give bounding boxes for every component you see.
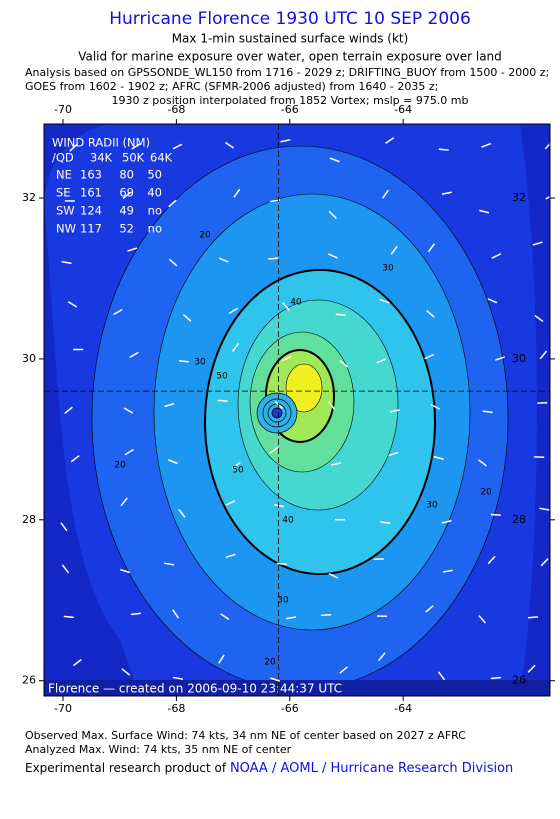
lat-label: 26	[22, 674, 36, 687]
lat-label: 32	[512, 191, 526, 204]
wind-barb	[277, 564, 287, 565]
radii-header: 34K	[90, 151, 113, 165]
contour-label: 50	[216, 372, 228, 382]
lat-label: 30	[22, 352, 36, 365]
product-prefix: Experimental research product of	[25, 761, 227, 775]
radii-header: 50K	[122, 151, 145, 165]
radii-cell: no	[148, 222, 162, 236]
lon-label: -64	[394, 103, 412, 116]
wind-barb	[336, 314, 346, 315]
analysis-line: GOES from 1602 - 1902 z; AFRC (SFMR-2006…	[25, 80, 438, 93]
radii-cell: 52	[119, 222, 134, 236]
radii-cell: 80	[119, 168, 134, 182]
observed-wind: Observed Max. Surface Wind: 74 kts, 34 n…	[25, 729, 466, 742]
wind-barb	[218, 400, 228, 401]
radii-cell: NE	[56, 168, 72, 182]
radii-cell: SW	[56, 204, 75, 218]
wind-barb	[64, 616, 74, 617]
subtitle: Max 1-min sustained surface winds (kt)	[172, 32, 409, 46]
eye-contours	[257, 393, 297, 433]
lat-label: 26	[512, 674, 526, 687]
lon-label: -66	[281, 702, 299, 715]
contour-label: 30	[426, 501, 438, 511]
wind-barb	[268, 258, 278, 259]
lat-label: 28	[512, 513, 526, 526]
wind-barb	[439, 149, 449, 150]
validity: Valid for marine exposure over water, op…	[78, 50, 502, 64]
lon-label: -70	[54, 702, 72, 715]
radii-cell: SE	[56, 186, 71, 200]
title: Hurricane Florence 1930 UTC 10 SEP 2006	[109, 9, 471, 29]
radii-cell: NW	[56, 222, 76, 236]
wind-field: Florence — created on 2006-09-10 23:44:3…	[44, 124, 555, 696]
lon-label: -68	[167, 702, 185, 715]
wind-barb	[528, 617, 538, 618]
radii-cell: 69	[119, 186, 134, 200]
contour-label: 20	[114, 461, 126, 471]
credit: Florence — created on 2006-09-10 23:44:3…	[48, 682, 342, 696]
contour-label: 30	[382, 264, 394, 274]
radii-cell: 161	[80, 186, 102, 200]
product-link[interactable]: NOAA / AOML / Hurricane Research Divisio…	[230, 761, 513, 776]
lon-label: -66	[281, 103, 299, 116]
lat-label: 28	[22, 513, 36, 526]
lon-label: -68	[167, 103, 185, 116]
wind-barb	[491, 677, 501, 678]
contour-label: 30	[194, 358, 206, 368]
contour-label: 50	[232, 466, 244, 476]
contour-label: 40	[290, 298, 302, 308]
analysis-line: Analysis based on GPSSONDE_WL150 from 17…	[25, 66, 549, 79]
lon-label: -64	[394, 702, 412, 715]
radii-cell: 117	[80, 222, 102, 236]
analyzed-wind: Analyzed Max. Wind: 74 kts, 35 nm NE of …	[25, 743, 292, 756]
radii-cell: no	[148, 204, 162, 218]
wind-barb	[321, 615, 331, 616]
contour-label: 40	[282, 516, 294, 526]
radii-header: /QD	[52, 151, 74, 165]
lon-label: -70	[54, 103, 72, 116]
radii-cell: 40	[147, 186, 162, 200]
radii-cell: 49	[119, 204, 134, 218]
radii-cell: 163	[80, 168, 102, 182]
lat-label: 30	[512, 352, 526, 365]
contour-label: 30	[277, 596, 289, 606]
radii-title: WIND RADII (NM)	[52, 136, 150, 150]
lat-label: 32	[22, 191, 36, 204]
contour-label: 20	[199, 231, 211, 241]
radii-cell: 50	[147, 168, 162, 182]
product-note: Experimental research product of NOAA / …	[25, 761, 513, 776]
contour-label: 20	[264, 658, 276, 668]
radii-cell: 124	[80, 204, 102, 218]
wind-barb	[491, 515, 501, 516]
contour-label: 20	[480, 488, 492, 498]
radii-header: 64K	[150, 151, 173, 165]
